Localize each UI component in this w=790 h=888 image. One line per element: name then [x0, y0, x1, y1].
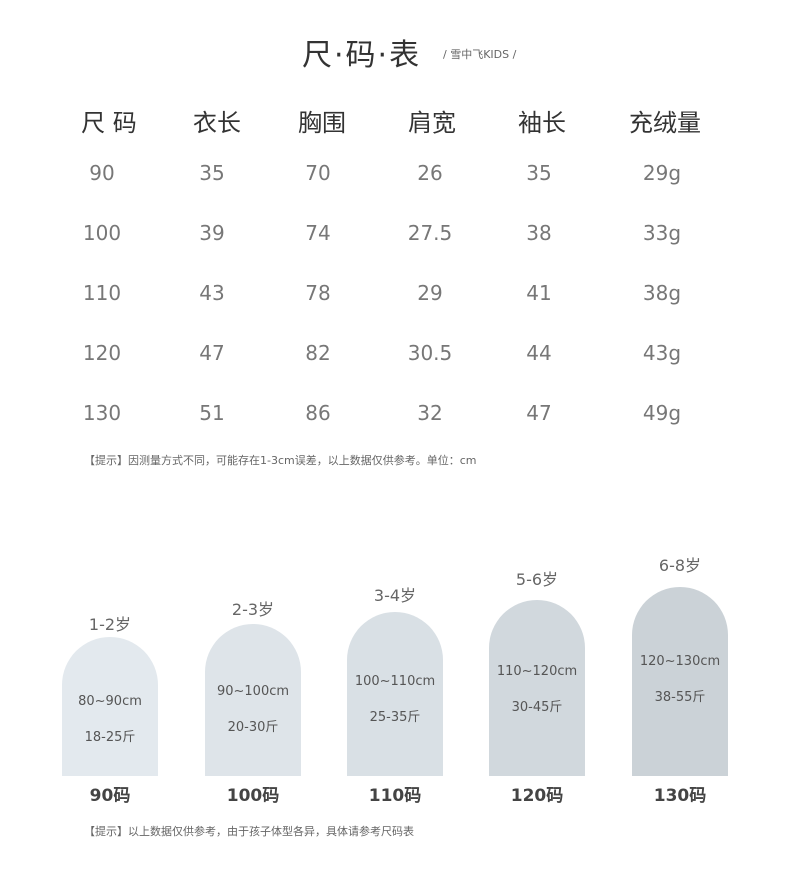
- weight-range: 38-55斤: [654, 690, 706, 705]
- table-cell: 41: [526, 281, 552, 305]
- size-label: 100码: [226, 786, 280, 806]
- table-cell: 35: [526, 161, 552, 185]
- table-cell: 47: [199, 341, 225, 365]
- size-label: 110码: [368, 786, 422, 806]
- size-label: 90码: [89, 786, 131, 806]
- table-cell: 30.5: [407, 341, 453, 365]
- col-header-down-fill: 充绒量: [629, 109, 701, 137]
- size-arch: [205, 624, 301, 776]
- table-cell: 38: [526, 221, 552, 245]
- table-cell: 86: [305, 401, 331, 425]
- table-cell: 47: [526, 401, 552, 425]
- weight-range: 25-35斤: [369, 710, 421, 725]
- table-cell: 39: [199, 221, 225, 245]
- table-cell: 120: [82, 341, 122, 365]
- height-range: 120~130cm: [639, 654, 721, 669]
- weight-range: 30-45斤: [511, 700, 563, 715]
- size-label: 130码: [653, 786, 707, 806]
- size-arch: [632, 587, 728, 776]
- table-cell: 130: [82, 401, 122, 425]
- brand-subtitle: / 雪中飞KIDS /: [443, 48, 517, 61]
- age-label: 6-8岁: [658, 556, 702, 575]
- col-header-shoulder: 肩宽: [408, 109, 456, 137]
- table-cell: 43g: [642, 341, 682, 365]
- col-header-sleeve: 袖长: [518, 109, 566, 137]
- title-block: 尺·码·表 / 雪中飞KIDS /: [0, 30, 790, 73]
- size-arch: [489, 600, 585, 776]
- table-cell: 90: [89, 161, 115, 185]
- table-cell: 32: [417, 401, 443, 425]
- height-range: 90~100cm: [216, 684, 290, 699]
- table-cell: 70: [305, 161, 331, 185]
- table-cell: 44: [526, 341, 552, 365]
- guide-note: 【提示】以上数据仅供参考，由于孩子体型各异，具体请参考尺码表: [84, 825, 414, 838]
- col-header-length: 衣长: [193, 109, 241, 137]
- table-cell: 35: [199, 161, 225, 185]
- height-range: 100~110cm: [354, 674, 436, 689]
- size-label: 120码: [510, 786, 564, 806]
- height-range: 80~90cm: [78, 694, 142, 709]
- age-label: 2-3岁: [231, 600, 275, 619]
- table-cell: 74: [305, 221, 331, 245]
- table-cell: 49g: [642, 401, 682, 425]
- table-cell: 82: [305, 341, 331, 365]
- height-range: 110~120cm: [496, 664, 578, 679]
- col-header-size: 尺 码: [81, 109, 137, 137]
- table-cell: 27.5: [407, 221, 453, 245]
- age-label: 5-6岁: [515, 570, 559, 589]
- size-arch: [62, 637, 158, 776]
- table-cell: 33g: [642, 221, 682, 245]
- weight-range: 20-30斤: [227, 720, 279, 735]
- measurement-note: 【提示】因测量方式不同，可能存在1-3cm误差，以上数据仅供参考。单位：cm: [84, 454, 477, 467]
- table-cell: 110: [82, 281, 122, 305]
- table-cell: 100: [82, 221, 122, 245]
- col-header-chest: 胸围: [298, 109, 346, 137]
- table-cell: 51: [199, 401, 225, 425]
- table-cell: 26: [417, 161, 443, 185]
- table-cell: 43: [199, 281, 225, 305]
- table-cell: 29: [417, 281, 443, 305]
- table-cell: 38g: [642, 281, 682, 305]
- age-label: 3-4岁: [373, 586, 417, 605]
- weight-range: 18-25斤: [84, 730, 136, 745]
- table-cell: 29g: [642, 161, 682, 185]
- table-cell: 78: [305, 281, 331, 305]
- page-title: 尺·码·表: [302, 38, 422, 73]
- age-label: 1-2岁: [88, 615, 132, 634]
- size-arch: [347, 612, 443, 776]
